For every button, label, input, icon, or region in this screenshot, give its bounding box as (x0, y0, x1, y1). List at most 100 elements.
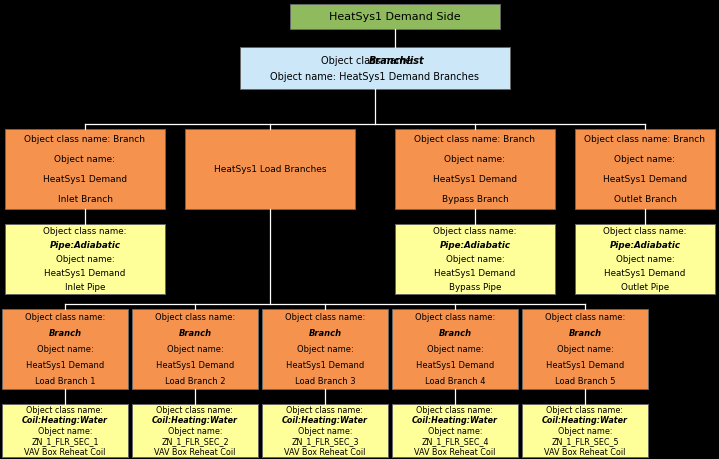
Text: HeatSys1 Demand Side: HeatSys1 Demand Side (329, 12, 461, 22)
Text: Inlet Pipe: Inlet Pipe (65, 283, 105, 292)
FancyBboxPatch shape (290, 5, 500, 30)
Text: Object name:: Object name: (167, 345, 224, 354)
Text: ZN_1_FLR_SEC_2: ZN_1_FLR_SEC_2 (161, 437, 229, 446)
FancyBboxPatch shape (575, 130, 715, 210)
Text: ZN_1_FLR_SEC_3: ZN_1_FLR_SEC_3 (291, 437, 359, 446)
Text: Object class name:: Object class name: (546, 405, 623, 414)
Text: HeatSys1 Demand: HeatSys1 Demand (603, 175, 687, 184)
Text: HeatSys1 Demand: HeatSys1 Demand (434, 269, 516, 278)
Text: Object name:: Object name: (558, 426, 613, 435)
FancyBboxPatch shape (185, 130, 355, 210)
Text: Object class name:: Object class name: (416, 405, 493, 414)
Text: VAV Box Reheat Coil: VAV Box Reheat Coil (284, 447, 366, 456)
Text: Branch: Branch (178, 329, 211, 338)
Text: Object name:: Object name: (37, 345, 93, 354)
Text: Load Branch 4: Load Branch 4 (425, 377, 485, 386)
FancyBboxPatch shape (262, 309, 388, 389)
Text: VAV Box Reheat Coil: VAV Box Reheat Coil (414, 447, 495, 456)
FancyBboxPatch shape (132, 404, 258, 457)
Text: Pipe:Adiabatic: Pipe:Adiabatic (610, 241, 681, 250)
Text: Object class name: Branch: Object class name: Branch (585, 135, 705, 144)
FancyBboxPatch shape (2, 309, 128, 389)
Text: Object class name: Branch: Object class name: Branch (24, 135, 145, 144)
FancyBboxPatch shape (2, 404, 128, 457)
Text: ZN_1_FLR_SEC_5: ZN_1_FLR_SEC_5 (551, 437, 619, 446)
FancyBboxPatch shape (5, 224, 165, 294)
Text: Branch: Branch (439, 329, 472, 338)
Text: Object name:: Object name: (615, 255, 674, 264)
FancyBboxPatch shape (395, 224, 555, 294)
Text: Bypass Pipe: Bypass Pipe (449, 283, 501, 292)
FancyBboxPatch shape (395, 130, 555, 210)
Text: HeatSys1 Demand: HeatSys1 Demand (45, 269, 126, 278)
Text: ZN_1_FLR_SEC_1: ZN_1_FLR_SEC_1 (31, 437, 99, 446)
Text: Pipe:Adiabatic: Pipe:Adiabatic (439, 241, 510, 250)
Text: Branchlist: Branchlist (369, 56, 425, 66)
Text: Outlet Branch: Outlet Branch (613, 195, 677, 204)
Text: Branch: Branch (48, 329, 81, 338)
Text: Coil:Heating:Water: Coil:Heating:Water (412, 415, 498, 425)
Text: Coil:Heating:Water: Coil:Heating:Water (22, 415, 108, 425)
Text: Object name:: Object name: (55, 155, 116, 164)
FancyBboxPatch shape (575, 224, 715, 294)
Text: Branch: Branch (569, 329, 602, 338)
FancyBboxPatch shape (392, 404, 518, 457)
Text: HeatSys1 Load Branches: HeatSys1 Load Branches (214, 165, 326, 174)
Text: HeatSys1 Demand: HeatSys1 Demand (546, 361, 624, 369)
Text: Object name:: Object name: (297, 345, 353, 354)
Text: Bypass Branch: Bypass Branch (441, 195, 508, 204)
Text: Object class name:: Object class name: (415, 313, 495, 322)
Text: Object name:: Object name: (428, 426, 482, 435)
FancyBboxPatch shape (240, 48, 510, 90)
Text: Object class name:: Object class name: (25, 313, 105, 322)
Text: VAV Box Reheat Coil: VAV Box Reheat Coil (24, 447, 106, 456)
Text: Object name:: Object name: (298, 426, 352, 435)
FancyBboxPatch shape (522, 309, 648, 389)
Text: Branch: Branch (308, 329, 342, 338)
Text: Object name:: Object name: (615, 155, 675, 164)
Text: Object name:: Object name: (426, 345, 483, 354)
Text: Object class name:: Object class name: (545, 313, 625, 322)
Text: Object class name:: Object class name: (155, 313, 235, 322)
Text: HeatSys1 Demand: HeatSys1 Demand (286, 361, 364, 369)
FancyBboxPatch shape (262, 404, 388, 457)
Text: Object class name:: Object class name: (603, 227, 687, 236)
Text: Object class name:: Object class name: (321, 56, 429, 66)
Text: ZN_1_FLR_SEC_4: ZN_1_FLR_SEC_4 (421, 437, 489, 446)
Text: Object name:: Object name: (38, 426, 92, 435)
Text: HeatSys1 Demand: HeatSys1 Demand (604, 269, 686, 278)
Text: Object class name:: Object class name: (434, 227, 517, 236)
Text: HeatSys1 Demand: HeatSys1 Demand (43, 175, 127, 184)
Text: Object name:: Object name: (168, 426, 222, 435)
Text: Outlet Pipe: Outlet Pipe (621, 283, 669, 292)
Text: Coil:Heating:Water: Coil:Heating:Water (542, 415, 628, 425)
Text: Coil:Heating:Water: Coil:Heating:Water (152, 415, 238, 425)
Text: Load Branch 5: Load Branch 5 (555, 377, 615, 386)
Text: Object name: HeatSys1 Demand Branches: Object name: HeatSys1 Demand Branches (270, 72, 480, 82)
Text: Object name:: Object name: (55, 255, 114, 264)
Text: Object name:: Object name: (444, 155, 505, 164)
FancyBboxPatch shape (392, 309, 518, 389)
Text: Object class name: Branch: Object class name: Branch (414, 135, 536, 144)
Text: Load Branch 1: Load Branch 1 (35, 377, 95, 386)
Text: HeatSys1 Demand: HeatSys1 Demand (156, 361, 234, 369)
Text: HeatSys1 Demand: HeatSys1 Demand (26, 361, 104, 369)
Text: HeatSys1 Demand: HeatSys1 Demand (416, 361, 494, 369)
Text: Load Branch 3: Load Branch 3 (295, 377, 355, 386)
FancyBboxPatch shape (132, 309, 258, 389)
Text: Coil:Heating:Water: Coil:Heating:Water (282, 415, 368, 425)
FancyBboxPatch shape (5, 130, 165, 210)
Text: VAV Box Reheat Coil: VAV Box Reheat Coil (544, 447, 626, 456)
Text: Object name:: Object name: (557, 345, 613, 354)
Text: Object class name:: Object class name: (27, 405, 104, 414)
Text: VAV Box Reheat Coil: VAV Box Reheat Coil (155, 447, 236, 456)
Text: Load Branch 2: Load Branch 2 (165, 377, 225, 386)
Text: Object class name:: Object class name: (43, 227, 127, 236)
Text: Object class name:: Object class name: (157, 405, 234, 414)
Text: Pipe:Adiabatic: Pipe:Adiabatic (50, 241, 121, 250)
Text: Object class name:: Object class name: (286, 405, 364, 414)
Text: HeatSys1 Demand: HeatSys1 Demand (433, 175, 517, 184)
Text: Object name:: Object name: (446, 255, 504, 264)
Text: Object class name:: Object class name: (285, 313, 365, 322)
Text: Inlet Branch: Inlet Branch (58, 195, 112, 204)
